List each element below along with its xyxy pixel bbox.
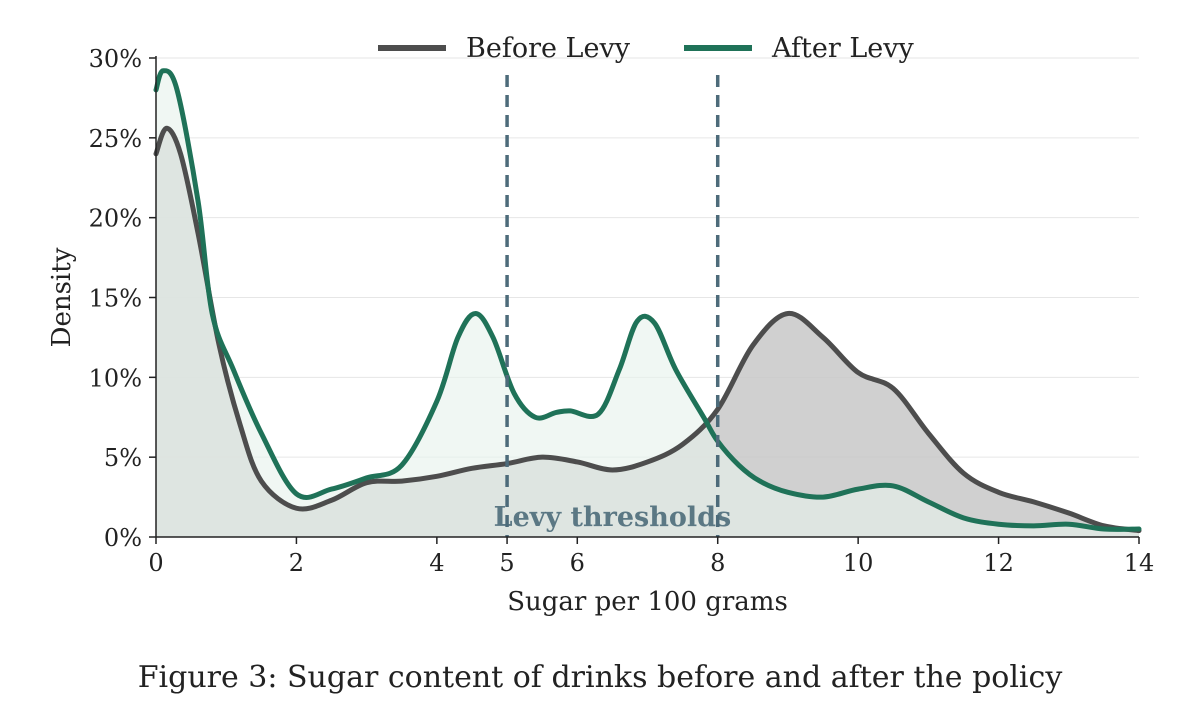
axes: 0 2 4 5 6 8 10 12 14 0% 5% 10% 15% 20% 25% 30% Sugar per… — [47, 45, 1154, 617]
x-tick-label-4: 4 — [429, 549, 444, 577]
area-fills — [156, 70, 1139, 537]
legend: Before Levy After Levy — [378, 33, 914, 64]
x-tick-label-0: 0 — [148, 549, 163, 577]
area-after-levy — [156, 70, 1139, 537]
threshold-annotation: Levy thresholds — [494, 502, 732, 533]
series-lines — [153, 68, 1142, 534]
y-tick-label-25: 25% — [89, 125, 142, 153]
figure-caption: Figure 3: Sugar content of drinks before… — [137, 660, 1063, 695]
density-chart: Levy thresholds 0 2 4 5 6 8 10 12 14 0% 5% 10% 15% 20… — [47, 33, 1154, 617]
y-tick-label-10: 10% — [89, 364, 142, 392]
x-tick-label-2: 2 — [289, 549, 304, 577]
area-before-levy — [156, 128, 1139, 537]
y-tick-label-15: 15% — [89, 285, 142, 313]
x-tick-label-6: 6 — [570, 549, 585, 577]
y-tick-label-30: 30% — [89, 45, 142, 73]
y-axis-label: Density — [47, 247, 77, 347]
x-axis-label: Sugar per 100 grams — [507, 587, 788, 617]
x-tick-label-10: 10 — [843, 549, 874, 577]
y-tick-label-20: 20% — [89, 205, 142, 233]
x-tick-label-5: 5 — [499, 549, 514, 577]
line-after-levy — [153, 68, 1142, 532]
line-before-levy — [153, 125, 1142, 534]
y-tick-label-5: 5% — [104, 444, 142, 472]
x-tick-label-14: 14 — [1124, 549, 1155, 577]
x-tick-label-8: 8 — [710, 549, 725, 577]
grid-lines — [156, 57, 1139, 458]
legend-label-after-levy: After Levy — [771, 33, 914, 64]
y-tick-label-0: 0% — [104, 524, 142, 552]
threshold-lines: Levy thresholds — [494, 75, 732, 537]
x-tick-label-12: 12 — [983, 549, 1014, 577]
legend-label-before-levy: Before Levy — [466, 33, 631, 64]
